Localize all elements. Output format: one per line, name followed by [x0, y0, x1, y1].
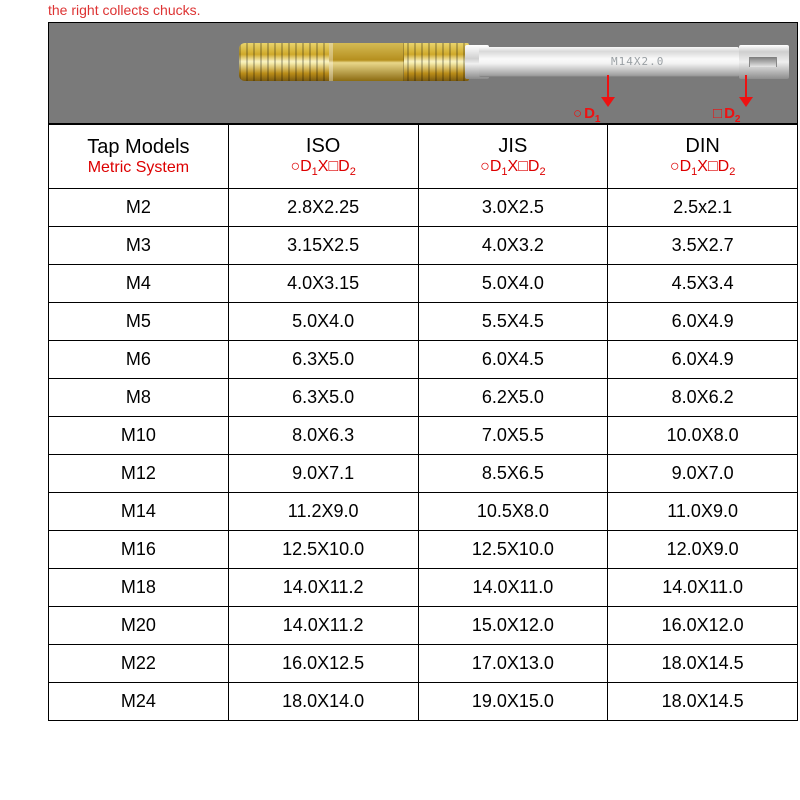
tap-tool-icon: M14X2.0 — [239, 37, 789, 89]
table-cell: 5.0X4.0 — [228, 303, 418, 341]
table-body: M22.8X2.253.0X2.52.5x2.1M33.15X2.54.0X3.… — [49, 189, 798, 721]
table-cell: 10.5X8.0 — [418, 493, 608, 531]
page-container: the right collects chucks. M14X2.0 ○D1 □… — [48, 0, 798, 721]
table-cell: M2 — [49, 189, 229, 227]
table-cell: M14 — [49, 493, 229, 531]
arrow-d2-icon — [739, 75, 753, 107]
table-cell: M16 — [49, 531, 229, 569]
table-cell: M20 — [49, 607, 229, 645]
table-row: M33.15X2.54.0X3.23.5X2.7 — [49, 227, 798, 265]
table-cell: 16.0X12.5 — [228, 645, 418, 683]
table-cell: M4 — [49, 265, 229, 303]
table-row: M1814.0X11.214.0X11.014.0X11.0 — [49, 569, 798, 607]
table-cell: M5 — [49, 303, 229, 341]
table-row: M86.3X5.06.2X5.08.0X6.2 — [49, 379, 798, 417]
arrow-d1-icon — [601, 75, 615, 107]
d1-label: ○D1 — [573, 105, 600, 124]
table-cell: M3 — [49, 227, 229, 265]
column-header: JIS○D1X□D2 — [418, 125, 608, 189]
table-cell: 6.2X5.0 — [418, 379, 608, 417]
spec-table: Tap ModelsMetric SystemISO○D1X□D2JIS○D1X… — [48, 124, 798, 721]
table-cell: M6 — [49, 341, 229, 379]
table-row: M44.0X3.155.0X4.04.5X3.4 — [49, 265, 798, 303]
table-cell: 7.0X5.5 — [418, 417, 608, 455]
table-cell: 14.0X11.2 — [228, 569, 418, 607]
table-cell: M24 — [49, 683, 229, 721]
table-cell: 19.0X15.0 — [418, 683, 608, 721]
table-cell: 2.8X2.25 — [228, 189, 418, 227]
table-cell: 6.3X5.0 — [228, 341, 418, 379]
table-cell: 4.0X3.15 — [228, 265, 418, 303]
table-row: M1411.2X9.010.5X8.011.0X9.0 — [49, 493, 798, 531]
table-cell: M10 — [49, 417, 229, 455]
table-cell: 10.0X8.0 — [608, 417, 798, 455]
tool-etch-text: M14X2.0 — [611, 55, 664, 68]
table-row: M129.0X7.18.5X6.59.0X7.0 — [49, 455, 798, 493]
d2-label: □D2 — [713, 105, 740, 124]
table-row: M22.8X2.253.0X2.52.5x2.1 — [49, 189, 798, 227]
table-cell: 18.0X14.5 — [608, 683, 798, 721]
table-row: M2418.0X14.019.0X15.018.0X14.5 — [49, 683, 798, 721]
column-header: Tap ModelsMetric System — [49, 125, 229, 189]
table-cell: 4.0X3.2 — [418, 227, 608, 265]
table-cell: 8.0X6.2 — [608, 379, 798, 417]
table-cell: 9.0X7.0 — [608, 455, 798, 493]
table-cell: 18.0X14.5 — [608, 645, 798, 683]
table-cell: 17.0X13.0 — [418, 645, 608, 683]
table-cell: 3.0X2.5 — [418, 189, 608, 227]
table-cell: 6.0X4.9 — [608, 341, 798, 379]
table-row: M55.0X4.05.5X4.56.0X4.9 — [49, 303, 798, 341]
table-cell: M18 — [49, 569, 229, 607]
table-cell: 16.0X12.0 — [608, 607, 798, 645]
table-cell: 15.0X12.0 — [418, 607, 608, 645]
column-header: ISO○D1X□D2 — [228, 125, 418, 189]
hero-image: M14X2.0 ○D1 □D2 — [48, 22, 798, 124]
table-cell: 8.5X6.5 — [418, 455, 608, 493]
table-cell: 6.0X4.9 — [608, 303, 798, 341]
table-cell: 12.5X10.0 — [418, 531, 608, 569]
table-cell: 14.0X11.0 — [608, 569, 798, 607]
table-row: M66.3X5.06.0X4.56.0X4.9 — [49, 341, 798, 379]
table-cell: 6.3X5.0 — [228, 379, 418, 417]
table-row: M1612.5X10.012.5X10.012.0X9.0 — [49, 531, 798, 569]
table-cell: 11.2X9.0 — [228, 493, 418, 531]
table-cell: M22 — [49, 645, 229, 683]
table-row: M2014.0X11.215.0X12.016.0X12.0 — [49, 607, 798, 645]
table-cell: 14.0X11.2 — [228, 607, 418, 645]
table-cell: 12.0X9.0 — [608, 531, 798, 569]
table-cell: 6.0X4.5 — [418, 341, 608, 379]
table-cell: 8.0X6.3 — [228, 417, 418, 455]
table-cell: 9.0X7.1 — [228, 455, 418, 493]
table-cell: 14.0X11.0 — [418, 569, 608, 607]
caption-text: the right collects chucks. — [48, 0, 798, 22]
table-cell: 12.5X10.0 — [228, 531, 418, 569]
table-cell: 5.0X4.0 — [418, 265, 608, 303]
table-header: Tap ModelsMetric SystemISO○D1X□D2JIS○D1X… — [49, 125, 798, 189]
table-cell: 2.5x2.1 — [608, 189, 798, 227]
table-cell: M12 — [49, 455, 229, 493]
table-cell: 3.15X2.5 — [228, 227, 418, 265]
table-cell: 4.5X3.4 — [608, 265, 798, 303]
table-row: M108.0X6.37.0X5.510.0X8.0 — [49, 417, 798, 455]
table-cell: 11.0X9.0 — [608, 493, 798, 531]
column-header: DIN○D1X□D2 — [608, 125, 798, 189]
table-cell: M8 — [49, 379, 229, 417]
table-row: M2216.0X12.517.0X13.018.0X14.5 — [49, 645, 798, 683]
table-cell: 5.5X4.5 — [418, 303, 608, 341]
table-cell: 3.5X2.7 — [608, 227, 798, 265]
table-cell: 18.0X14.0 — [228, 683, 418, 721]
